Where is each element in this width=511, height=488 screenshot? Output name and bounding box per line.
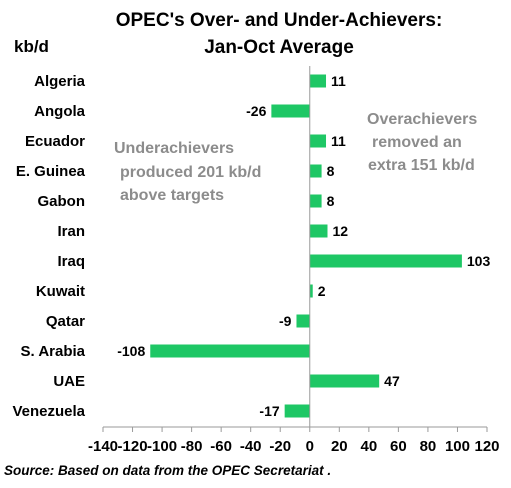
x-tick-label: 40 <box>361 438 378 455</box>
category-label: Gabon <box>38 193 86 210</box>
bar-iran <box>309 224 328 238</box>
category-label: Algeria <box>34 73 86 90</box>
source-note: Source: Based on data from the OPEC Secr… <box>4 463 331 478</box>
overachievers-note-line-1: Overachievers <box>367 111 477 128</box>
category-label: Iran <box>57 223 85 240</box>
bars-group <box>150 74 462 418</box>
bar-s-arabia <box>150 344 310 358</box>
bar-qatar <box>296 314 310 328</box>
x-tick-label: 0 <box>306 438 314 455</box>
category-label: Kuwait <box>36 283 85 300</box>
data-label: 2 <box>318 283 326 299</box>
category-label: Angola <box>34 103 85 120</box>
x-tick-label: 80 <box>420 438 437 455</box>
bar-e-guinea <box>309 164 322 178</box>
bar-ecuador <box>309 134 327 148</box>
overachievers-note: Overachievers removed an extra 151 kb/d <box>367 111 477 174</box>
category-labels-group: Algeria Angola Ecuador E. Guinea Gabon Iran Ir… <box>12 73 85 420</box>
overachievers-note-line-3: extra 151 kb/d <box>368 157 475 174</box>
underachievers-note: Underachievers produced 201 kb/d above t… <box>114 140 261 204</box>
data-label: -108 <box>117 343 145 359</box>
category-label: Venezuela <box>12 403 85 420</box>
underachievers-note-line-1: Underachievers <box>114 140 234 157</box>
x-tick-label: 20 <box>331 438 348 455</box>
x-tick-label: 120 <box>474 438 499 455</box>
category-label: E. Guinea <box>16 163 86 180</box>
data-labels-group: 11 -26 11 8 8 12 103 2 -9 -108 47 -17 <box>117 73 490 419</box>
chart-title: OPEC's Over- and Under-Achievers: <box>116 10 443 31</box>
category-label: Qatar <box>46 313 85 330</box>
data-label: 11 <box>331 73 346 89</box>
x-tick-label: -140 <box>88 438 118 455</box>
x-tick-label: 100 <box>445 438 470 455</box>
x-tick-label: -20 <box>269 438 291 455</box>
data-label: 8 <box>327 193 335 209</box>
bar-angola <box>271 104 310 118</box>
bar-iraq <box>309 254 462 268</box>
x-ticks-group: -140 -120 -100 -80 -60 -40 -20 0 20 40 60 80 100 120 <box>88 427 500 455</box>
x-tick-label: 60 <box>390 438 407 455</box>
bar-algeria <box>309 74 327 88</box>
data-label: 8 <box>327 163 335 179</box>
bar-venezuela <box>284 404 310 418</box>
category-label: UAE <box>53 373 85 390</box>
data-label: 12 <box>332 223 348 239</box>
bar-kuwait <box>309 284 313 298</box>
data-label: 11 <box>331 133 346 149</box>
x-tick-label: -120 <box>118 438 148 455</box>
x-tick-label: -40 <box>240 438 262 455</box>
bar-uae <box>309 374 380 388</box>
x-tick-label: -60 <box>210 438 232 455</box>
x-tick-label: -100 <box>147 438 177 455</box>
x-tick-label: -80 <box>181 438 203 455</box>
underachievers-note-line-2: produced 201 kb/d <box>120 164 261 181</box>
data-label: -26 <box>246 103 266 119</box>
category-label: Iraq <box>57 253 85 270</box>
overachievers-note-line-2: removed an <box>372 134 462 151</box>
bar-gabon <box>309 194 322 208</box>
underachievers-note-line-3: above targets <box>120 187 224 204</box>
data-label: 103 <box>467 253 491 269</box>
chart-subtitle: Jan-Oct Average <box>204 37 354 58</box>
data-label: -17 <box>259 403 279 419</box>
category-label: Ecuador <box>25 133 85 150</box>
data-label: -9 <box>279 313 292 329</box>
category-label: S. Arabia <box>21 343 86 360</box>
unit-label: kb/d <box>14 37 49 56</box>
data-label: 47 <box>384 373 400 389</box>
